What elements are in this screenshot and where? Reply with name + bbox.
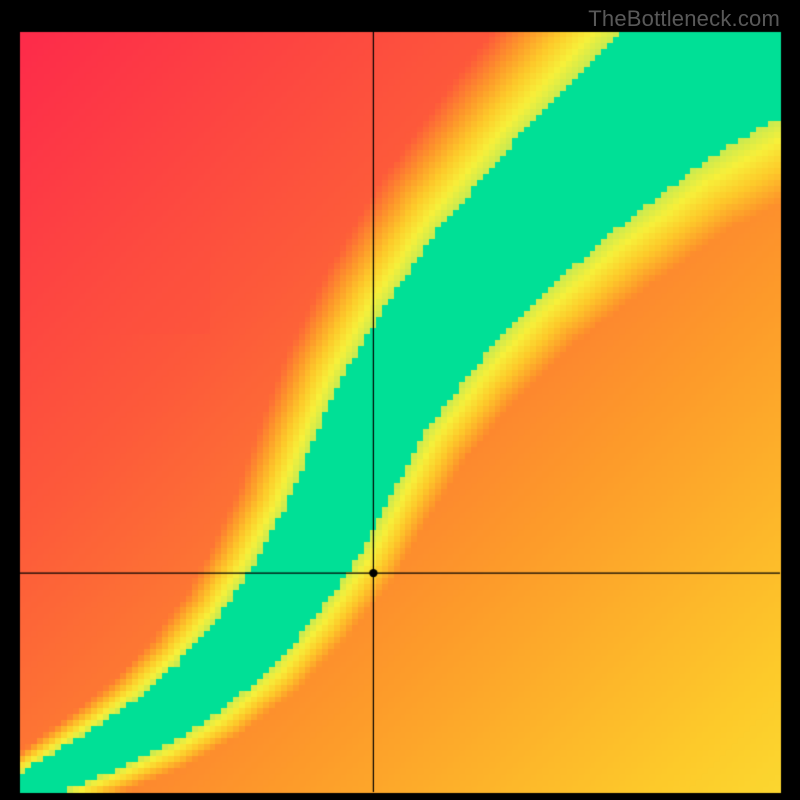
chart-container: TheBottleneck.com (0, 0, 800, 800)
watermark-text: TheBottleneck.com (588, 6, 780, 32)
heatmap-canvas (0, 0, 800, 800)
